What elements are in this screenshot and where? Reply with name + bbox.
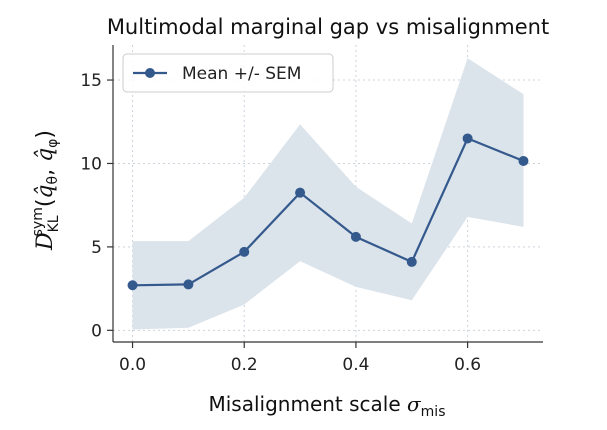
data-point-3 — [295, 187, 306, 198]
x-tick-labels: 0.0 0.2 0.4 0.6 — [119, 355, 481, 375]
y-tick-labels: 0 5 10 15 — [80, 71, 102, 341]
axes — [107, 45, 543, 348]
mean-line — [132, 136, 524, 287]
data-point-4 — [350, 231, 361, 242]
x-axis-label: Misalignment scale σmis — [208, 392, 445, 420]
data-point-6 — [462, 133, 473, 144]
data-points — [127, 133, 529, 291]
data-point-7 — [518, 155, 529, 166]
x-axis-label-subscript: mis — [421, 404, 446, 420]
y-axis-label: DKLsym(q̂θ, q̂φ) — [30, 130, 62, 251]
data-point-1 — [183, 279, 194, 290]
data-point-2 — [239, 246, 250, 257]
x-tick-label-3: 0.6 — [454, 355, 481, 375]
data-point-0 — [127, 280, 138, 291]
sem-band — [132, 58, 524, 330]
y-tick-label-1: 5 — [91, 238, 102, 258]
y-tick-label-2: 10 — [80, 154, 102, 174]
legend-label: Mean +/- SEM — [182, 64, 301, 84]
data-point-5 — [406, 256, 417, 267]
x-axis-label-text: Misalignment scale — [208, 392, 407, 416]
legend: Mean +/- SEM — [122, 53, 334, 93]
x-tick-label-2: 0.4 — [342, 355, 369, 375]
y-tick-label-0: 0 — [91, 321, 102, 341]
chart-title: Multimodal marginal gap vs misalignment — [107, 15, 549, 39]
x-tick-label-0: 0.0 — [119, 355, 146, 375]
y-tick-label-3: 15 — [80, 71, 102, 91]
x-axis-label-symbol: σ — [407, 392, 422, 416]
svg-text:DKLsym(q̂θ, q̂φ): DKLsym(q̂θ, q̂φ) — [30, 130, 62, 251]
legend-marker-sample — [145, 68, 155, 78]
legend-box — [122, 53, 334, 93]
x-tick-label-1: 0.2 — [231, 355, 258, 375]
